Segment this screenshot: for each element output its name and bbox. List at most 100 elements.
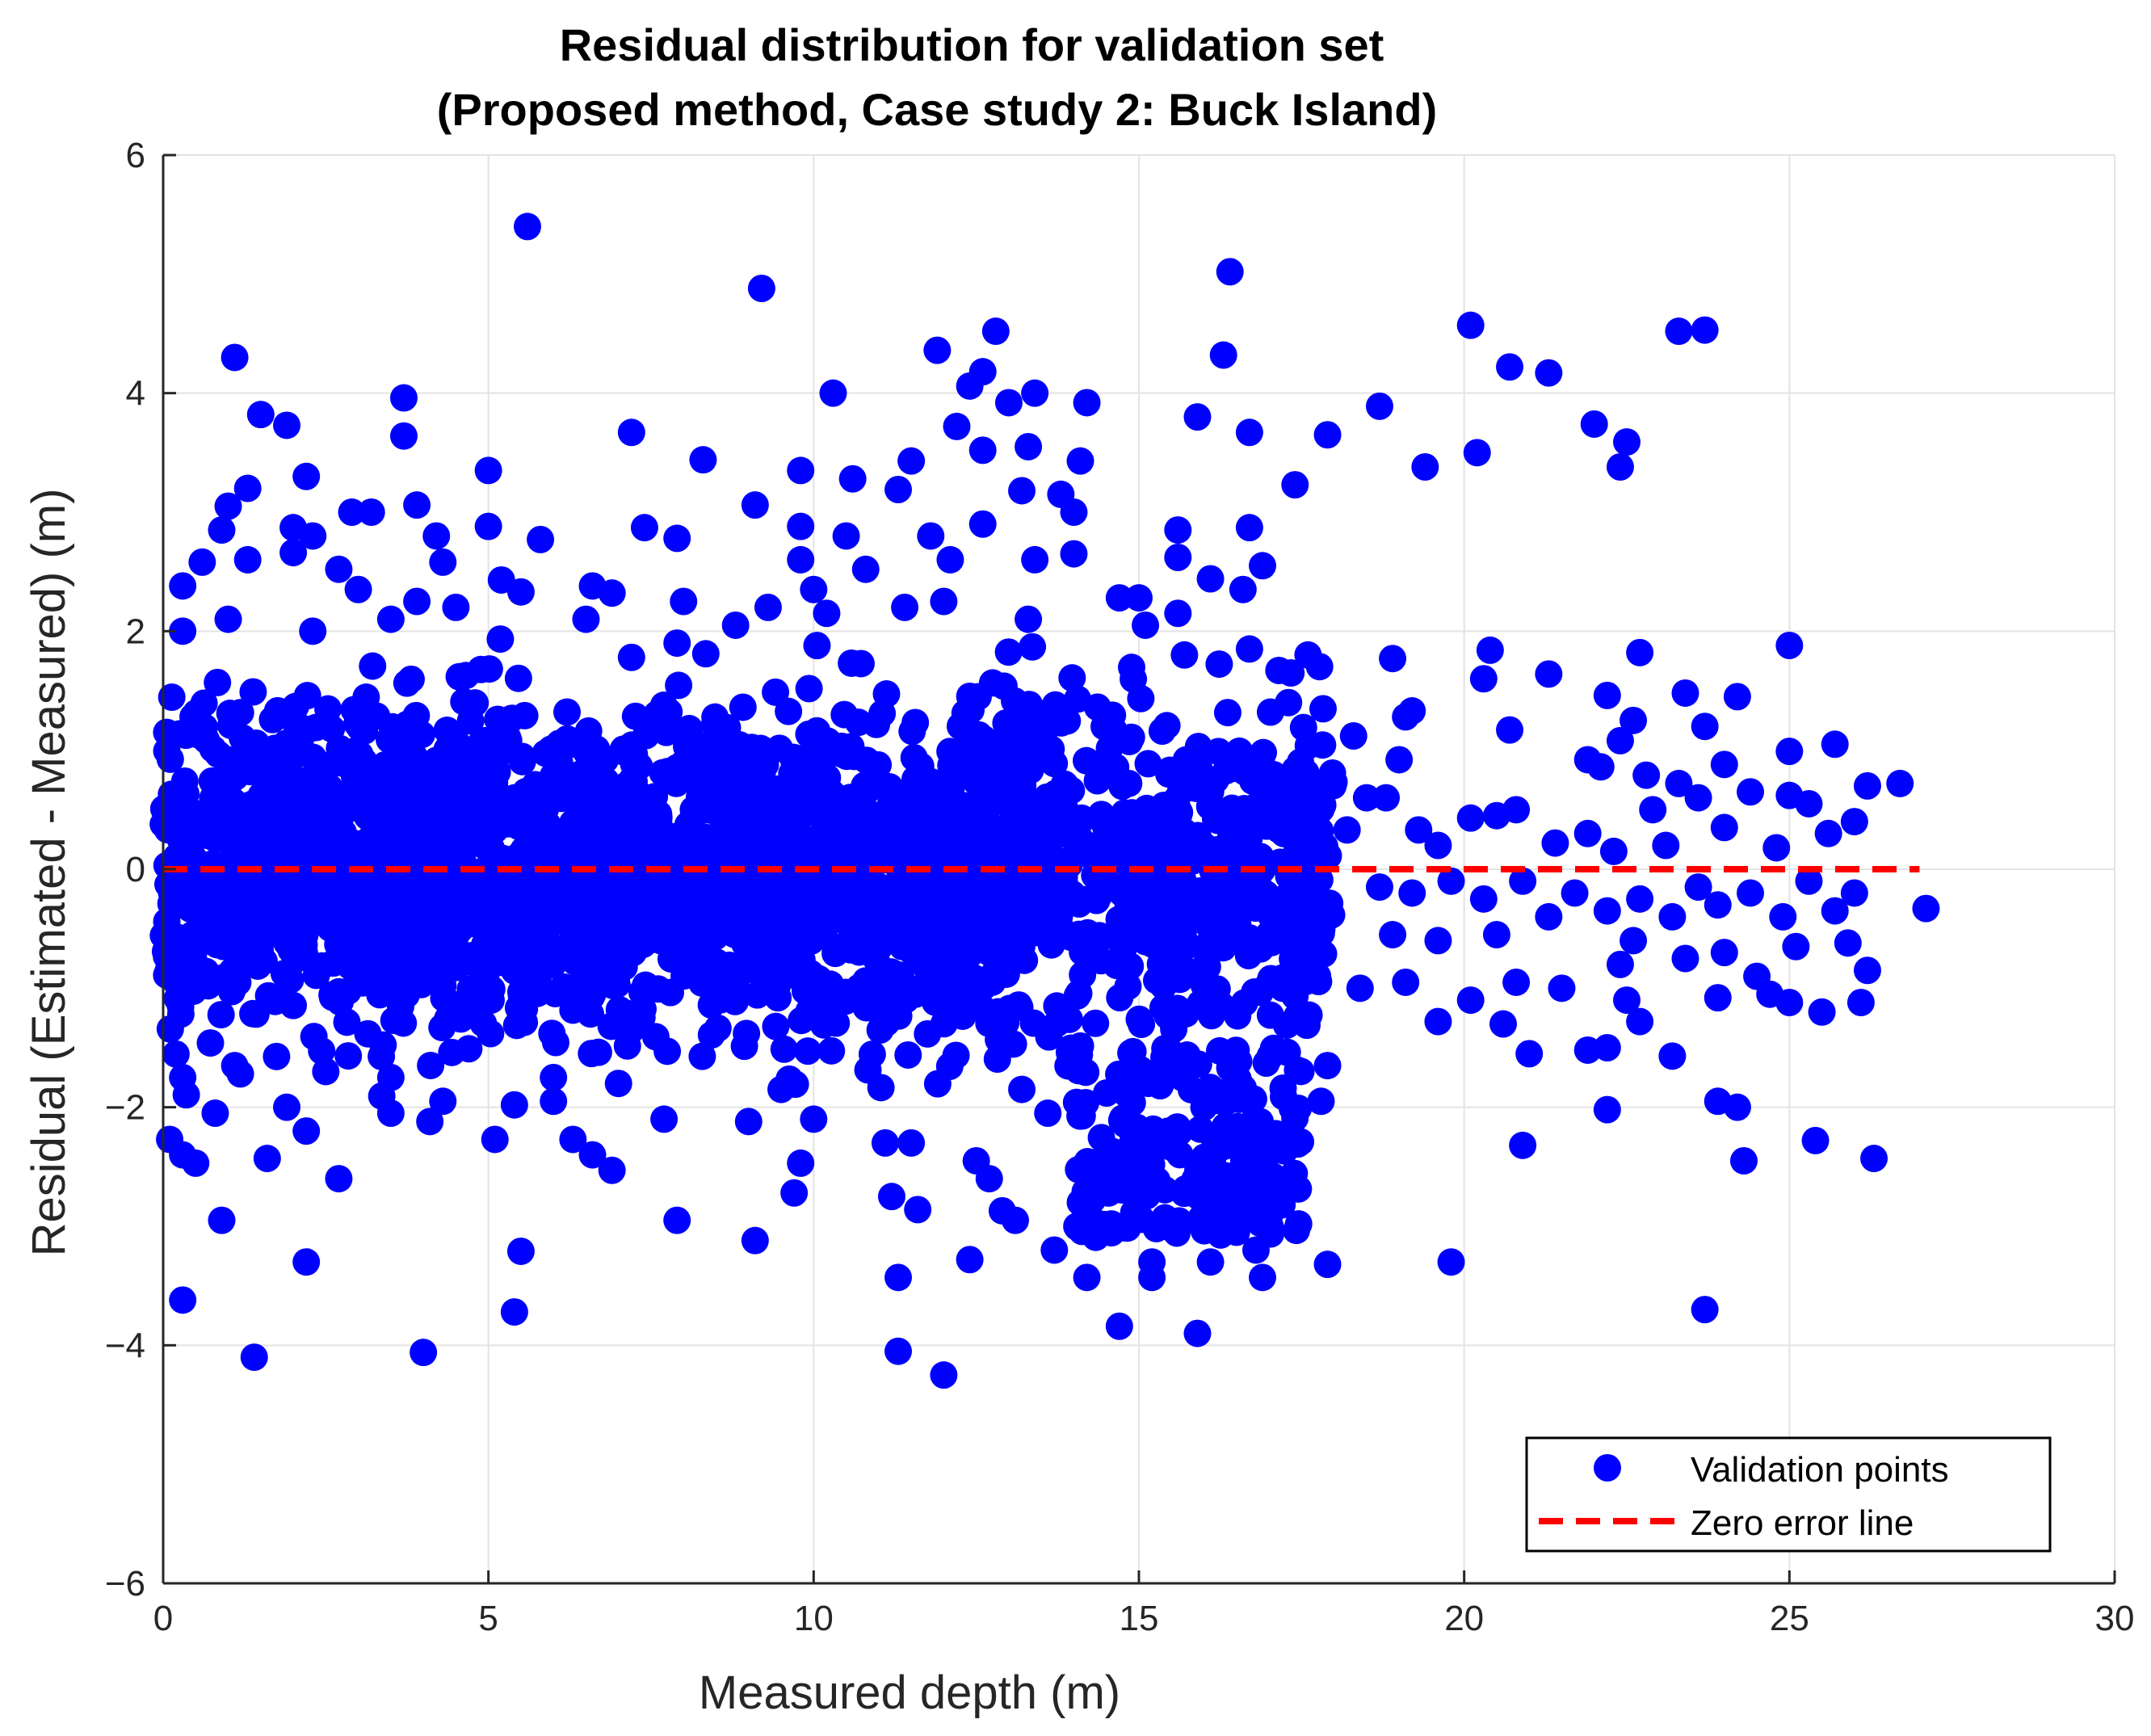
validation-point [488, 804, 516, 832]
validation-point [292, 1248, 321, 1276]
validation-point [598, 579, 626, 607]
validation-point [1613, 986, 1641, 1015]
validation-point [1025, 918, 1053, 947]
validation-point [923, 336, 952, 364]
validation-point [169, 617, 197, 645]
validation-point [376, 605, 405, 633]
axes [162, 153, 2116, 1585]
validation-point [821, 933, 850, 961]
validation-point [733, 1019, 761, 1048]
validation-point [1201, 1130, 1229, 1158]
validation-point [1183, 1319, 1212, 1347]
validation-point [1106, 984, 1134, 1012]
validation-point [1795, 867, 1823, 895]
validation-point [578, 1040, 606, 1068]
validation-point [1496, 716, 1524, 744]
validation-point [599, 786, 627, 814]
validation-point [872, 1009, 901, 1037]
validation-point [762, 678, 790, 706]
validation-point [395, 784, 423, 813]
validation-point [247, 782, 275, 810]
validation-point [1710, 813, 1738, 842]
validation-point [969, 809, 998, 838]
y-tick-label: 4 [126, 374, 145, 414]
validation-point [1058, 664, 1086, 692]
validation-point [1185, 745, 1213, 773]
validation-point [500, 950, 528, 978]
validation-point [765, 734, 793, 763]
validation-point [359, 790, 388, 818]
validation-point [540, 1087, 568, 1116]
validation-point [832, 522, 860, 550]
validation-point [342, 709, 371, 738]
validation-point [1281, 982, 1309, 1011]
validation-point [1398, 879, 1426, 907]
validation-point [308, 952, 336, 980]
validation-point [301, 760, 330, 788]
validation-point [796, 750, 824, 779]
validation-point [897, 1129, 926, 1157]
validation-point [156, 745, 184, 773]
validation-point [968, 888, 996, 916]
validation-point [897, 447, 926, 475]
validation-point [225, 931, 253, 960]
validation-point [309, 809, 338, 838]
validation-point [747, 275, 775, 303]
validation-point [1392, 968, 1420, 996]
validation-point [1314, 842, 1342, 870]
validation-point [716, 764, 745, 792]
validation-point [422, 522, 451, 550]
validation-point [956, 372, 984, 400]
validation-point [876, 876, 905, 904]
validation-point [1626, 885, 1654, 913]
validation-point [1057, 845, 1086, 873]
validation-point [956, 682, 984, 710]
validation-point [803, 717, 831, 745]
validation-point [1235, 514, 1263, 542]
validation-point [529, 826, 557, 855]
validation-point [1269, 1074, 1297, 1102]
validation-point [392, 981, 420, 1009]
validation-point [1184, 881, 1212, 909]
validation-point [1279, 944, 1307, 973]
validation-point [1541, 829, 1569, 857]
validation-point [1316, 889, 1344, 918]
validation-point [598, 1156, 626, 1184]
validation-point [1308, 915, 1336, 944]
validation-point [948, 810, 977, 839]
validation-point [979, 916, 1007, 944]
validation-point [770, 1035, 798, 1063]
y-tick-label: 6 [126, 136, 145, 175]
validation-point [663, 524, 691, 553]
validation-point [875, 922, 903, 950]
validation-point [817, 1036, 846, 1065]
validation-point [254, 981, 283, 1010]
validation-point [417, 1051, 445, 1079]
validation-point [650, 1105, 678, 1133]
validation-point [928, 809, 956, 837]
validation-point [1729, 1146, 1758, 1175]
validation-point [638, 820, 666, 848]
validation-point [1281, 471, 1309, 499]
validation-point [1019, 633, 1047, 661]
validation-point [604, 1070, 632, 1098]
validation-point [897, 918, 925, 947]
validation-point [647, 913, 675, 941]
validation-point [276, 966, 305, 994]
validation-point [847, 649, 875, 678]
validation-point [403, 587, 431, 616]
validation-point [767, 1075, 796, 1103]
validation-point [269, 780, 297, 809]
validation-point [403, 491, 431, 519]
validation-point [1886, 769, 1914, 797]
validation-point [1008, 1075, 1036, 1103]
validation-point [671, 889, 699, 917]
validation-point [1206, 991, 1234, 1019]
validation-point [714, 813, 742, 842]
validation-point [1125, 584, 1153, 612]
validation-point [729, 693, 757, 721]
validation-point [721, 970, 750, 998]
validation-point [1379, 921, 1407, 949]
validation-point [1132, 831, 1160, 860]
validation-point [942, 740, 970, 768]
